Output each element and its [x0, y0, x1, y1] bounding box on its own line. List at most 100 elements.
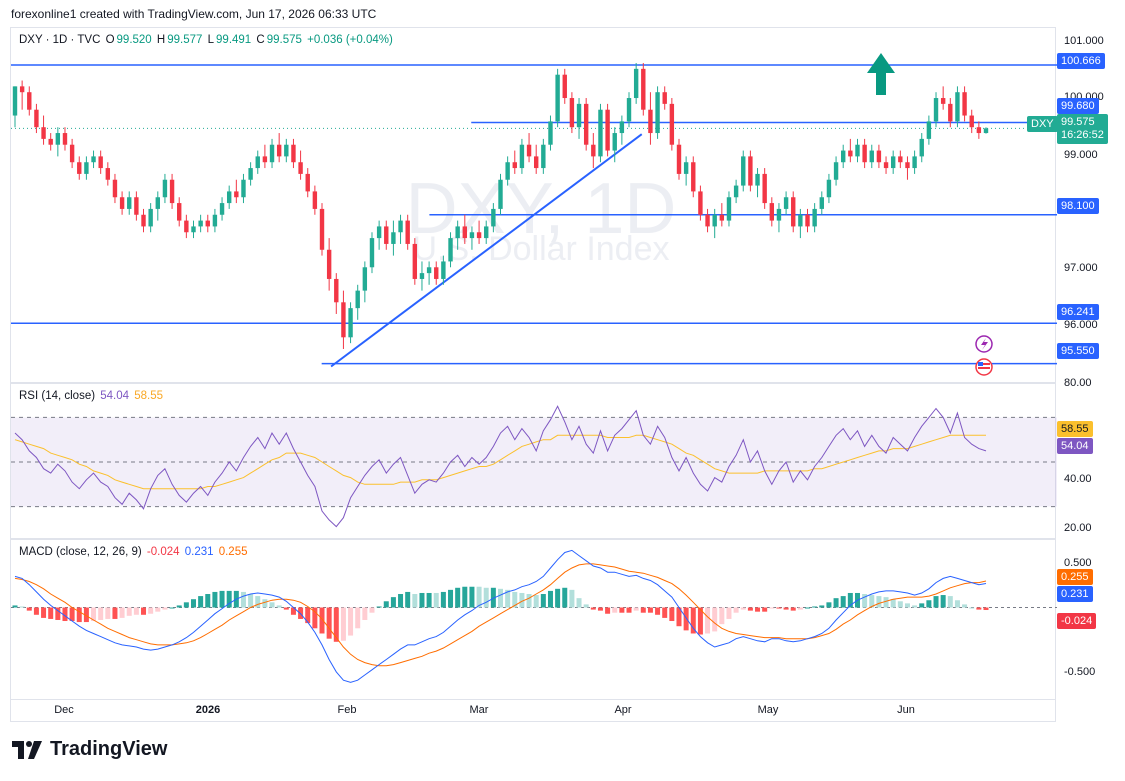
candle-body: [641, 68, 646, 110]
macd-hist-bar: [248, 594, 254, 608]
candle-body: [312, 191, 318, 209]
candle-body: [976, 127, 982, 134]
macd-hist-bar: [305, 607, 311, 624]
macd-hist-bar: [705, 607, 711, 634]
candle-body: [412, 243, 418, 279]
price-panel[interactable]: DXY, 1D U.S. Dollar Index DXY · 1D · TVC…: [10, 27, 1057, 384]
candle-body: [583, 103, 589, 145]
macd-hist-bar: [826, 602, 832, 608]
macd-hist-value: -0.024: [146, 546, 180, 558]
candle-body: [119, 197, 125, 209]
rsi-panel[interactable]: RSI (14, close) 54.04 58.55: [10, 383, 1057, 540]
candle-body: [819, 197, 824, 209]
candle-body: [748, 156, 753, 186]
macd-hist-bar: [533, 595, 539, 608]
candle-body: [198, 220, 203, 227]
candle-body: [526, 144, 532, 157]
candle-body: [191, 226, 196, 233]
rsi-ma-tag: 58.55: [1057, 421, 1093, 437]
macd-hist-bar: [383, 601, 389, 608]
tick-label: -0.500: [1064, 666, 1096, 678]
macd-hist-bar: [212, 591, 218, 608]
time-axis[interactable]: Dec 2026 Feb Mar Apr May Jun: [10, 700, 1056, 722]
candle-body: [705, 214, 710, 227]
level-tag: 98.100: [1057, 198, 1099, 214]
macd-panel[interactable]: MACD (close, 12, 26, 9) -0.024 0.231 0.2…: [10, 539, 1057, 701]
price-axis[interactable]: 101.000 100.000 99.000 98.000 97.000 96.…: [1056, 27, 1116, 383]
candle-body: [926, 121, 932, 139]
candle-body: [619, 121, 625, 134]
candle-body: [91, 156, 96, 163]
macd-hist-bar: [348, 607, 354, 636]
tradingview-logo[interactable]: TradingView: [12, 738, 167, 761]
candle-body: [733, 185, 739, 198]
macd-hist-bar: [726, 607, 732, 619]
macd-hist-bar: [312, 607, 318, 629]
candle-body: [348, 308, 353, 338]
macd-chart[interactable]: [11, 540, 1057, 701]
rsi-title: RSI (14, close): [19, 390, 96, 402]
macd-hist-bar: [590, 607, 596, 610]
tick-label: 20.00: [1064, 522, 1092, 534]
macd-hist-bar: [462, 586, 468, 608]
candle-body: [291, 144, 296, 163]
candle-body: [319, 208, 325, 250]
candle-body: [848, 150, 853, 157]
macd-hist-bar: [962, 604, 968, 608]
macd-hist-bar: [640, 607, 646, 613]
candle-body: [762, 173, 767, 204]
macd-hist-bar: [412, 594, 418, 608]
macd-hist-bar: [954, 600, 960, 608]
candle-body: [983, 128, 989, 134]
macd-hist-bar: [890, 599, 896, 608]
candle-body: [855, 144, 860, 157]
macd-axis[interactable]: 0.500 -0.500 0.255 0.231 -0.024: [1056, 539, 1116, 700]
rsi-ma-line: [14, 434, 986, 490]
macd-hist-bar: [647, 607, 653, 613]
macd-hist-bar: [326, 607, 332, 639]
tick-label: 80.00: [1064, 377, 1092, 389]
macd-hist-bar: [655, 607, 661, 615]
candle-body: [391, 232, 396, 244]
macd-hist-bar: [198, 596, 204, 608]
candle-body: [612, 133, 617, 151]
watermark-name: U.S. Dollar Index: [413, 230, 670, 268]
candle-body: [776, 208, 782, 221]
macd-hist-bar: [98, 607, 104, 620]
candle-body: [519, 144, 525, 169]
candle-body: [498, 179, 503, 209]
rsi-chart[interactable]: [11, 384, 1057, 540]
macd-hist-bar: [712, 607, 718, 632]
candle-body: [569, 98, 575, 128]
macd-hist-bar: [947, 596, 953, 608]
tick-label: 101.000: [1064, 35, 1104, 47]
dxy-symbol-tag: DXY: [1027, 116, 1058, 132]
macd-hist-bar: [569, 589, 575, 608]
x-label: Apr: [614, 704, 632, 716]
macd-hist-bar: [747, 607, 753, 611]
tick-label: 99.000: [1064, 149, 1098, 161]
rsi-axis[interactable]: 80.00 40.00 20.00 58.55 54.04: [1056, 377, 1116, 539]
change-value: +0.036 (+0.04%): [307, 34, 393, 46]
price-chart[interactable]: DXY, 1D U.S. Dollar Index: [11, 28, 1057, 384]
macd-hist-bar: [369, 607, 375, 613]
rsi-value: 54.04: [100, 390, 130, 402]
candle-body: [212, 214, 218, 227]
candle-body: [48, 138, 53, 145]
candle-body: [84, 162, 89, 174]
candle-body: [812, 208, 817, 227]
candle-body: [719, 214, 725, 221]
macd-hist-bar: [597, 607, 603, 611]
candle-body: [141, 214, 146, 227]
macd-hist-bar: [562, 587, 568, 608]
candle-body: [484, 226, 489, 239]
macd-hist-bar: [219, 590, 225, 608]
candle-body: [219, 203, 225, 215]
last-price: 99.575: [1061, 116, 1095, 128]
macd-hist-bar: [12, 605, 18, 608]
candle-body: [876, 150, 882, 163]
macd-hist-bar: [719, 607, 725, 625]
macd-hist-bar: [112, 607, 118, 619]
candle-body: [162, 179, 168, 198]
macd-hist-bar: [940, 595, 946, 608]
